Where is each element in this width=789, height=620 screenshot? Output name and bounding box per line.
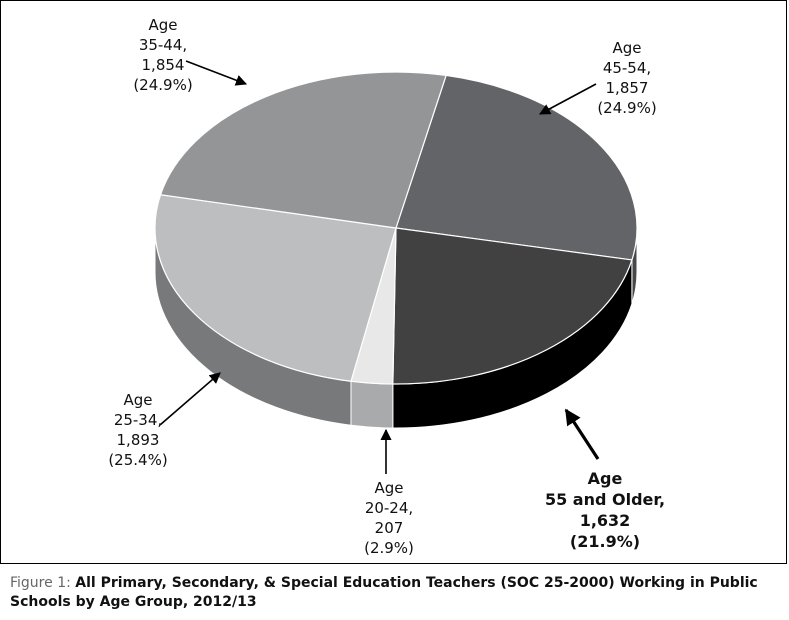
slice-label-line: (21.9%) (569, 532, 641, 551)
figure-frame (0, 0, 787, 564)
slice-label-35-44: Age 35-44, 1,854 (24.9%) (118, 15, 208, 95)
slice-label-line: 1,632 (579, 511, 631, 530)
slice-label-line: 207 (374, 519, 404, 537)
pie-sides (154, 227, 638, 429)
slice-label-55-older: Age 55 and Older, 1,632 (21.9%) (530, 468, 680, 552)
arrow-25-34 (159, 372, 221, 426)
slice-label-line: Age (612, 39, 642, 57)
slice-label-line: (24.9%) (133, 76, 193, 94)
pie-slice-age-25-34 (154, 194, 397, 382)
pie-chart (154, 60, 638, 474)
figure-caption: Figure 1: All Primary, Secondary, & Spec… (10, 574, 780, 612)
pie-tops (154, 71, 638, 385)
slice-label-line: Age (587, 469, 623, 488)
slice-label-line: Age (123, 391, 153, 409)
slice-label-line: 1,857 (605, 79, 649, 97)
arrow-35-44 (185, 60, 248, 86)
pie-slice-age-55-and-older (392, 227, 633, 385)
slice-label-line: 35-44, (138, 36, 188, 54)
arrow-45-54 (539, 83, 597, 115)
slice-label-25-34: Age 25-34, 1,893 (25.4%) (93, 390, 183, 470)
slice-label-line: (2.9%) (364, 539, 414, 557)
slice-label-20-24: Age 20-24, 207 (2.9%) (344, 478, 434, 558)
arrow-55-older (564, 408, 600, 460)
slice-label-line: 1,893 (116, 431, 160, 449)
slice-label-line: Age (148, 16, 178, 34)
pie-side-age-20-24 (350, 380, 394, 429)
slice-label-line: (25.4%) (108, 451, 168, 469)
slice-label-line: Age (374, 479, 404, 497)
pie-slice-age-35-44 (159, 71, 447, 229)
slice-label-line: 20-24, (364, 499, 414, 517)
slice-label-line: 45-54, (602, 59, 652, 77)
label-arrows (159, 60, 600, 474)
slice-label-line: (24.9%) (597, 99, 657, 117)
slice-label-line: 55 and Older, (544, 490, 666, 509)
caption-text: All Primary, Secondary, & Special Educat… (10, 575, 758, 610)
caption-prefix: Figure 1: (10, 575, 76, 591)
slice-label-line: 1,854 (141, 56, 185, 74)
slice-label-line: 25-34, (113, 411, 163, 429)
pie-slice-age-45-54 (395, 74, 638, 261)
slice-label-45-54: Age 45-54, 1,857 (24.9%) (582, 38, 672, 118)
